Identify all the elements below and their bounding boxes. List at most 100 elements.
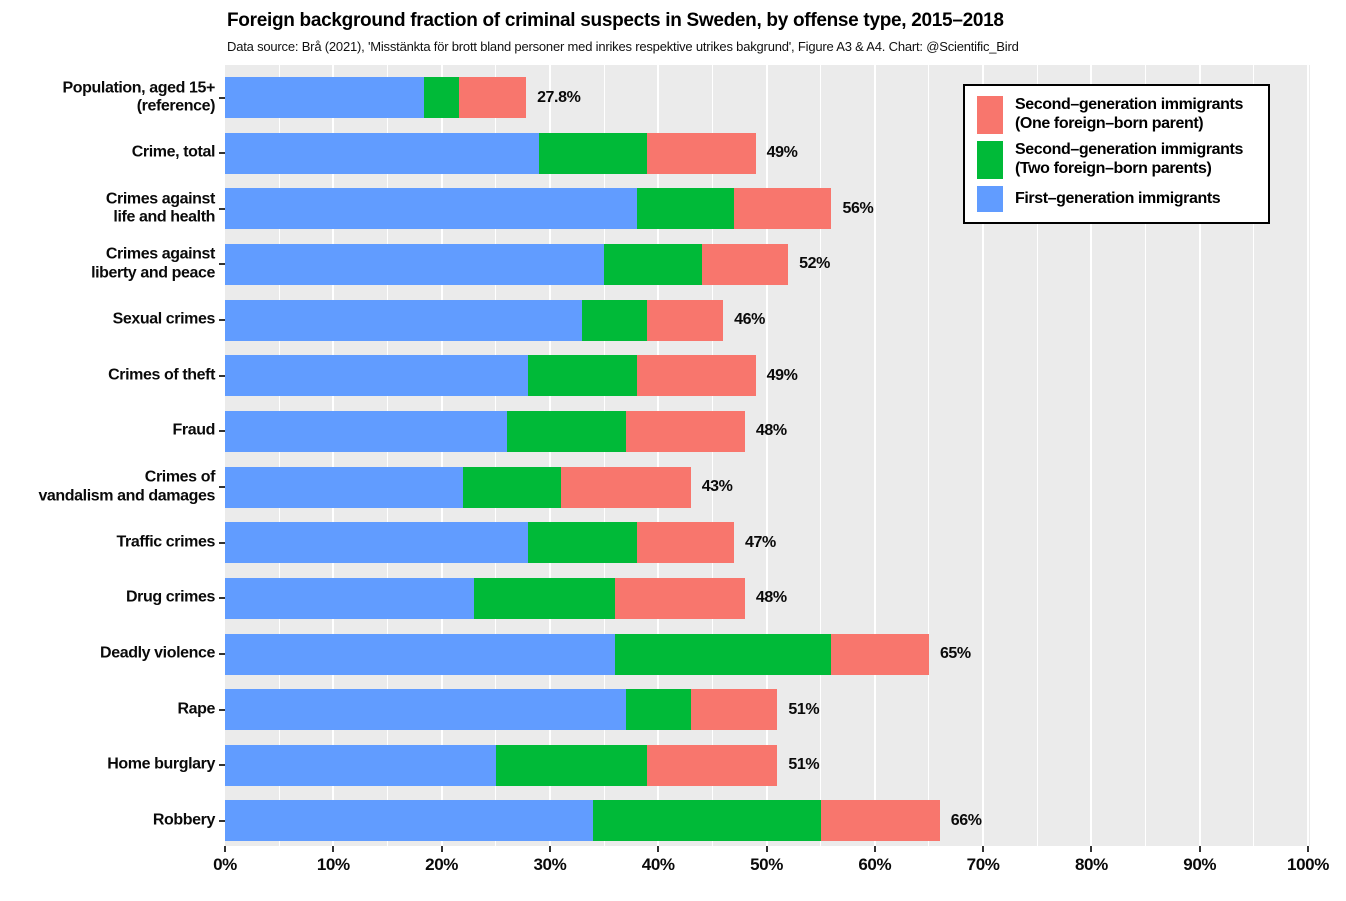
bar-row — [225, 633, 929, 675]
bar-value-label: 51% — [788, 756, 820, 774]
x-axis-tick — [1198, 846, 1201, 852]
y-axis-tick — [219, 486, 225, 489]
category-label-line: life and health — [113, 208, 215, 226]
x-axis-tick — [440, 846, 443, 852]
gridline — [1145, 65, 1147, 846]
x-tick-label: 70% — [966, 855, 1000, 874]
category-label-line: Crime, total — [131, 143, 216, 161]
bar-row — [225, 800, 940, 842]
category-label: Drug crimes — [0, 589, 215, 608]
category-label-line: (reference) — [136, 97, 216, 115]
category-label-line: Population, aged 15+ — [62, 78, 216, 96]
bar-segment — [225, 522, 529, 564]
y-axis-tick — [219, 653, 225, 655]
category-label-line: Fraud — [172, 422, 216, 440]
gridline — [928, 65, 930, 846]
legend-label: Second–generation immigrants (One foreign… — [1015, 96, 1243, 134]
gridline — [440, 65, 443, 846]
gridline — [982, 65, 985, 846]
bar-segment — [225, 243, 605, 285]
bar-segment — [528, 355, 637, 397]
gridline — [1307, 65, 1309, 846]
bar-segment — [701, 243, 789, 285]
category-label: Crime, total — [0, 143, 216, 163]
bar-segment — [614, 577, 745, 619]
bar-row — [225, 355, 756, 397]
category-label: Fraud — [0, 422, 216, 441]
gridline — [603, 65, 605, 846]
x-axis-tick — [1090, 846, 1093, 852]
x-tick-label: 90% — [1183, 855, 1217, 874]
category-label-line: Drug crimes — [126, 589, 215, 607]
x-axis-tick — [224, 846, 226, 852]
gridline — [820, 65, 822, 846]
bar-segment — [463, 466, 561, 508]
x-axis-tick — [1307, 846, 1309, 852]
category-label: Home burglary — [0, 756, 215, 775]
category-label-line: Deadly violence — [100, 644, 215, 662]
bar-row — [225, 522, 734, 564]
y-axis-tick — [219, 597, 225, 600]
category-label-line: Crimes against — [105, 190, 216, 208]
bar-row — [225, 689, 778, 731]
y-axis-tick — [219, 319, 225, 322]
y-axis-tick — [219, 708, 225, 711]
category-label: Robbery — [0, 811, 216, 831]
category-label-line: Robbery — [152, 811, 216, 829]
x-axis-tick — [765, 846, 768, 852]
category-label-line: Traffic crimes — [116, 533, 216, 551]
x-tick-label: 50% — [750, 855, 783, 874]
y-axis-tick — [219, 819, 225, 822]
legend-label-line: First–generation immigrants — [1015, 189, 1221, 207]
bar-row — [225, 744, 778, 786]
bar-segment — [625, 410, 745, 452]
y-axis-tick — [219, 374, 225, 377]
legend-label: Second–generation immigrants (Two foreign… — [1015, 141, 1243, 179]
bar-segment — [636, 355, 756, 397]
bar-segment — [474, 577, 615, 619]
bar-segment — [582, 299, 648, 341]
bar-segment — [560, 466, 691, 508]
bar-segment — [647, 299, 724, 341]
bar-row — [225, 188, 832, 230]
category-label-line: Crimes of — [144, 468, 216, 486]
bar-row — [225, 299, 724, 341]
bar-segment — [225, 188, 637, 230]
category-label-line: Home burglary — [107, 756, 215, 774]
bar-value-label: 48% — [755, 422, 787, 440]
category-label-line: Sexual crimes — [112, 310, 216, 328]
bar-value-label: 27.8% — [537, 88, 581, 106]
legend-item: Second–generation immigrants (One foreign… — [977, 96, 1256, 134]
bar-segment — [647, 132, 756, 174]
bar-row — [225, 577, 745, 619]
bar-value-label: 65% — [939, 645, 971, 662]
x-tick-label: 10% — [316, 855, 350, 874]
category-label-line: vandalism and damages — [38, 487, 215, 505]
bar-segment — [734, 188, 832, 230]
legend-swatch — [977, 186, 1003, 212]
bar-segment — [225, 633, 615, 675]
legend-label: First–generation immigrants — [1015, 189, 1221, 209]
x-axis-tick — [332, 846, 335, 852]
x-axis-tick — [982, 846, 985, 852]
legend-item: First–generation immigrants — [977, 186, 1256, 212]
gridline — [1253, 65, 1255, 846]
bar-segment — [225, 577, 475, 619]
category-label: Crimes against life and health — [0, 190, 216, 227]
bar-row — [225, 466, 691, 508]
gridline — [873, 65, 876, 846]
bar-value-label: 66% — [950, 811, 982, 829]
bar-segment — [506, 410, 626, 452]
chart-title: Foreign background fraction of criminal … — [227, 10, 1004, 31]
bar-segment — [225, 466, 464, 508]
bar-row — [225, 243, 789, 285]
bar-value-label: 51% — [788, 700, 820, 718]
bar-segment — [225, 800, 594, 842]
legend-label-line: (Two foreign–born parents) — [1015, 160, 1212, 177]
gridline — [711, 65, 713, 846]
legend-label-line: Second–generation immigrants — [1015, 141, 1243, 159]
legend-swatch — [977, 96, 1003, 134]
y-axis-tick — [219, 764, 225, 767]
bar-segment — [225, 132, 540, 174]
bar-segment — [593, 800, 821, 842]
